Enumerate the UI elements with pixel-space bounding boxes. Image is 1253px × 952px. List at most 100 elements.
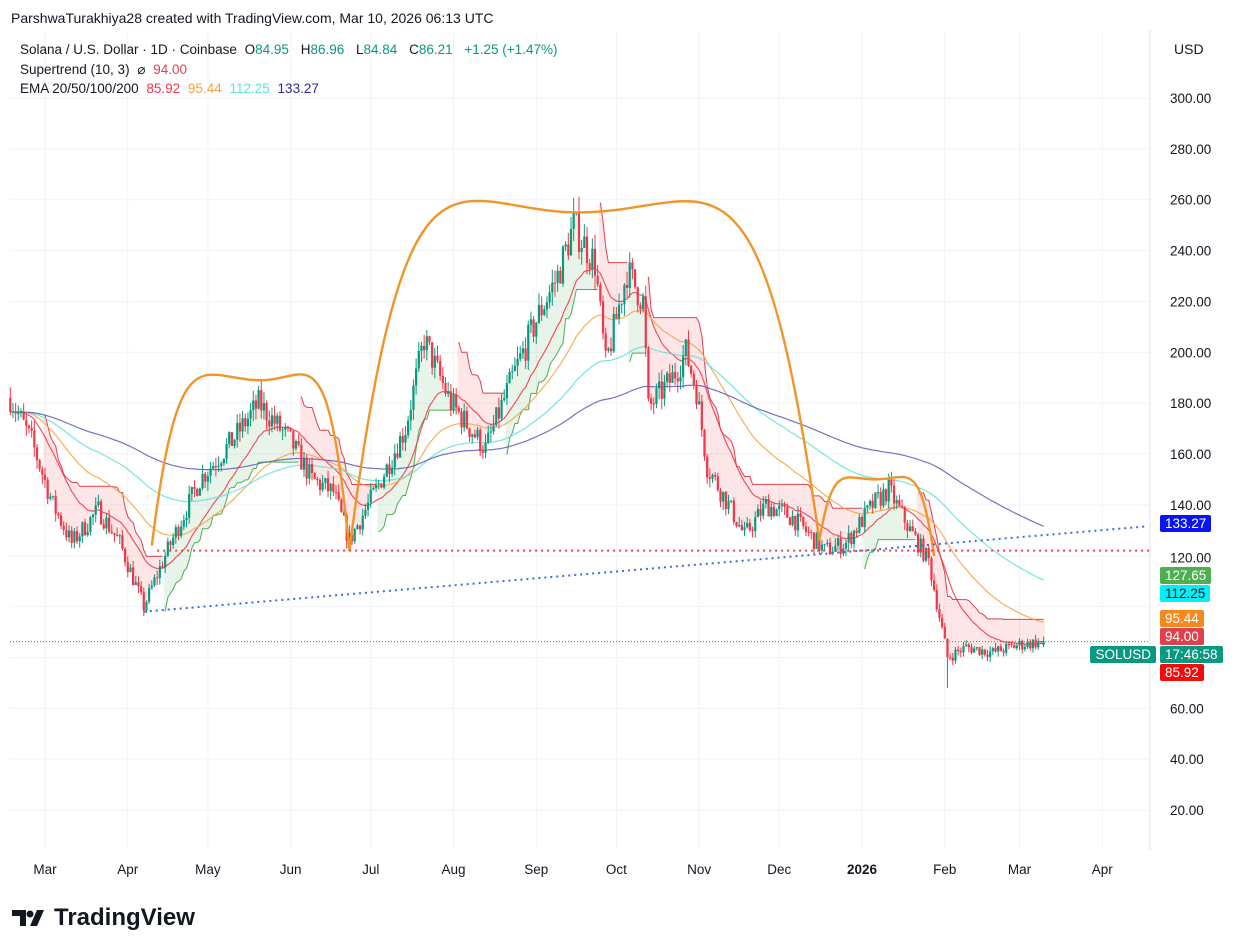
supertrend-fill [671,317,674,373]
supertrend-fill [289,430,293,463]
candle-body [668,373,671,383]
supertrend-fill [345,473,349,541]
candle-body [121,535,124,549]
candle-body [989,651,992,657]
candle-body [535,322,538,337]
supertrend-fill [849,508,853,545]
supertrend-fill [529,319,533,394]
supertrend-fill [153,556,156,578]
supertrend-fill [251,400,255,469]
candle-body [567,244,570,256]
supertrend-fill [777,484,781,506]
candle-body [463,410,466,428]
supertrend-fill [137,536,140,587]
candle-body [775,509,778,516]
candle-body [51,496,55,498]
candle-body [27,425,31,429]
candle-body [826,542,829,545]
candle-body [1029,641,1032,649]
candle-body [329,483,332,492]
supertrend-fill [78,486,82,537]
candle-body [297,441,300,445]
candle-body [238,422,242,432]
supertrend-fill [342,457,346,516]
candle-body [276,415,279,424]
candle-body [358,525,362,530]
supertrend-fill [102,486,106,529]
supertrend-fill [51,441,55,497]
supertrend-fill [940,562,944,627]
candle-body [999,646,1002,652]
supertrend-fill [62,474,66,531]
supertrend-fill [206,475,210,529]
high-value: 86.96 [310,42,345,57]
supertrend-fill [740,472,744,530]
candle-body [748,522,751,531]
candle-body [676,378,679,382]
supertrend-fill [1034,619,1037,648]
supertrend-fill [948,596,952,658]
supertrend-fill [769,484,773,508]
candle-body [41,469,44,475]
supertrend-fill [198,488,202,541]
supertrend-fill [537,304,541,382]
candle-body [780,505,784,507]
supertrend-fill [898,505,901,540]
supertrend-fill [388,474,391,515]
supertrend-fill [155,556,159,579]
supertrend-fill [783,484,786,507]
supertrend-fill [465,352,469,429]
ema100-value: 112.25 [229,81,270,96]
supertrend-fill [254,408,258,469]
supertrend-fill [430,367,434,411]
candle-body [487,432,490,443]
candle-body [401,436,404,443]
supertrend-fill [299,396,303,470]
supertrend-fill [598,202,602,302]
candle-body [954,649,957,661]
candle-body [730,500,733,502]
supertrend-fill [772,484,776,516]
candle-body [73,531,76,543]
x-tick-label: Oct [606,862,627,877]
candle-body [700,401,703,431]
candle-body [110,531,113,534]
supertrend-fill [64,477,68,538]
candle-body [967,644,970,648]
candle-body [324,478,327,483]
supertrend-fill [622,262,626,285]
supertrend-fill [684,317,688,340]
supertrend-fill [227,432,231,489]
supertrend-fill [729,441,733,501]
supertrend-fill [88,486,92,518]
supertrend-fill [70,482,74,543]
candle-body [975,647,978,649]
supertrend-fill [436,360,439,411]
supertrend-fill [1007,619,1011,644]
supertrend-fill [761,484,765,504]
supertrend-fill [417,351,421,431]
tradingview-logo[interactable]: TradingView [12,904,195,932]
hidden-icon[interactable]: ⌀ [137,61,146,77]
candle-body [404,435,407,443]
candle-body [935,589,938,610]
supertrend-fill [1026,619,1029,642]
supertrend-fill [716,413,720,491]
ema100-tag: 112.25 [1160,585,1211,602]
candle-body [572,212,575,229]
candle-body [484,442,487,453]
supertrend-fill [801,484,805,527]
supertrend-fill [265,420,269,463]
candle-body [772,507,776,516]
candle-body [978,647,981,655]
candle-body [599,284,602,302]
supertrend-line [164,461,299,612]
candle-body [788,517,792,525]
supertrend-fill [924,499,928,549]
candle-body [81,522,84,537]
supertrend-fill [230,445,234,488]
candle-body [471,434,474,437]
supertrend-fill [428,342,431,411]
candle-body [970,647,973,653]
